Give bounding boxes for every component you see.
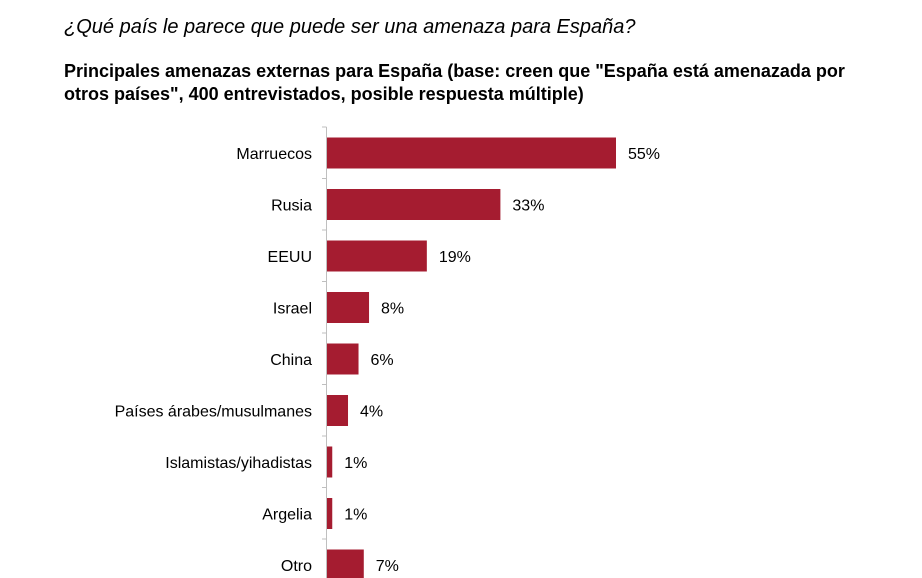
category-label: Marruecos (236, 146, 312, 163)
bar (327, 446, 333, 478)
category-label: Israel (273, 301, 312, 318)
bar (327, 292, 370, 323)
category-label: Otro (281, 558, 312, 575)
value-label: 8% (381, 301, 404, 318)
value-label: 1% (344, 455, 367, 472)
value-label: 19% (439, 249, 471, 266)
bar (327, 189, 501, 220)
value-label: 7% (376, 558, 399, 575)
category-label: Rusia (271, 198, 312, 215)
bar (327, 498, 333, 529)
bar (327, 549, 364, 578)
category-label: Argelia (262, 507, 312, 524)
bar (327, 240, 427, 272)
bar (327, 137, 616, 169)
value-label: 1% (344, 507, 367, 524)
chart-title: Principales amenazas externas para Españ… (64, 61, 845, 104)
value-label: 55% (628, 146, 660, 163)
bar (327, 343, 359, 375)
value-label: 4% (360, 404, 383, 421)
category-label: EEUU (268, 249, 312, 266)
category-label: Países árabes/musulmanes (115, 404, 312, 421)
category-label: Islamistas/yihadistas (165, 455, 312, 472)
survey-question: ¿Qué país le parece que puede ser una am… (64, 16, 636, 38)
category-label: China (270, 352, 312, 369)
value-label: 33% (512, 198, 544, 215)
bar (327, 395, 349, 426)
value-label: 6% (371, 352, 394, 369)
